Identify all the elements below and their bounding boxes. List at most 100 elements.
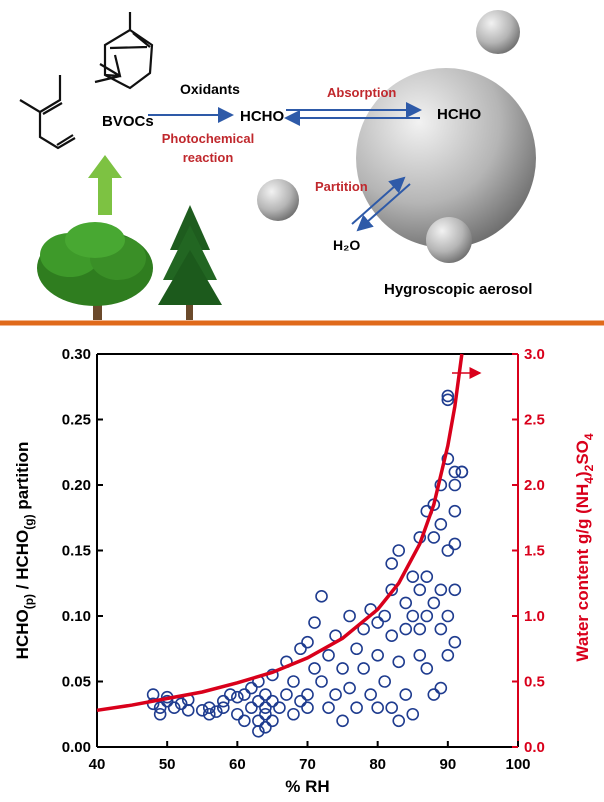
data-point <box>386 702 397 713</box>
data-point <box>449 538 460 549</box>
data-point <box>379 611 390 622</box>
y2-tick-label: 0.0 <box>524 739 545 756</box>
y2-axis-label-part: SO <box>573 440 592 465</box>
hcho-label: HCHO <box>437 106 481 123</box>
small-particle <box>426 217 472 263</box>
data-point <box>435 519 446 530</box>
data-point <box>337 715 348 726</box>
x-tick-label: 70 <box>299 756 316 773</box>
data-point <box>295 643 306 654</box>
data-point <box>372 650 383 661</box>
y-tick-label: 0.25 <box>62 412 91 429</box>
data-point <box>302 637 313 648</box>
oxidants-label: Oxidants <box>180 81 240 97</box>
bvocs-label: BVOCs <box>102 113 154 130</box>
data-point <box>393 545 404 556</box>
data-point <box>239 689 250 700</box>
data-point <box>267 696 278 707</box>
data-point <box>246 683 257 694</box>
data-point <box>435 584 446 595</box>
y2-tick-label: 3.0 <box>524 346 545 363</box>
data-point <box>302 702 313 713</box>
y2-tick-label: 2.0 <box>524 477 545 494</box>
curve <box>97 354 462 710</box>
y2-tick-label: 1.5 <box>524 543 545 560</box>
process-label: Photochemical <box>162 131 254 146</box>
x-tick-label: 90 <box>439 756 456 773</box>
hcho-label: HCHO <box>240 108 284 125</box>
figure: BVOCs Oxidants HCHO Photochemical reacti… <box>0 0 604 802</box>
y2-axis-label: Water content g/g (NH4)2SO4 <box>573 433 596 661</box>
trees <box>37 205 222 320</box>
partition-label: Partition <box>315 179 368 194</box>
data-point <box>421 611 432 622</box>
data-point <box>407 571 418 582</box>
y-tick-label: 0.20 <box>62 477 91 494</box>
y-tick-label: 0.05 <box>62 674 91 691</box>
y-tick-label: 0.15 <box>62 543 91 560</box>
data-point <box>428 597 439 608</box>
y2-tick-label: 1.0 <box>524 608 545 625</box>
y-axis-label-part: HCHO <box>13 609 32 659</box>
diagram: BVOCs Oxidants HCHO Photochemical reacti… <box>20 10 536 320</box>
data-point <box>421 571 432 582</box>
data-point <box>316 591 327 602</box>
data-point <box>449 480 460 491</box>
data-point <box>316 676 327 687</box>
data-point <box>351 702 362 713</box>
data-point <box>302 689 313 700</box>
x-tick-label: 80 <box>369 756 386 773</box>
data-point <box>260 689 271 700</box>
data-point <box>449 637 460 648</box>
data-point <box>232 709 243 720</box>
y-axis-label-part: / HCHO <box>13 530 32 594</box>
data-point <box>330 689 341 700</box>
data-point <box>379 676 390 687</box>
data-point <box>288 709 299 720</box>
process-label: reaction <box>183 150 234 165</box>
y-tick-label: 0.10 <box>62 608 91 625</box>
aerosol-label: Hygroscopic aerosol <box>384 281 532 298</box>
small-particle <box>257 179 299 221</box>
data-point <box>372 617 383 628</box>
data-point <box>407 709 418 720</box>
y-tick-label: 0.00 <box>62 739 91 756</box>
data-point <box>421 663 432 674</box>
data-point <box>288 676 299 687</box>
data-point <box>281 689 292 700</box>
x-tick-label: 50 <box>159 756 176 773</box>
data-point <box>435 683 446 694</box>
data-point <box>400 624 411 635</box>
y2-tick-label: 2.5 <box>524 412 545 429</box>
y-axis-label-part: partition <box>13 442 32 515</box>
y-axis-label: HCHO(p) / HCHO(g) partition <box>13 442 36 660</box>
data-point <box>344 611 355 622</box>
data-point <box>414 624 425 635</box>
x-tick-label: 40 <box>89 756 106 773</box>
data-point <box>309 663 320 674</box>
data-point <box>428 532 439 543</box>
emission-arrow <box>88 155 122 215</box>
data-point <box>386 630 397 641</box>
data-point <box>393 656 404 667</box>
y-axis-label-part: (p) <box>22 594 36 609</box>
data-point <box>414 650 425 661</box>
data-point <box>225 689 236 700</box>
x-axis-label: % RH <box>285 777 329 796</box>
data-point <box>435 624 446 635</box>
data-point <box>442 545 453 556</box>
data-point <box>442 611 453 622</box>
data-point <box>393 715 404 726</box>
data-point <box>260 702 271 713</box>
data-point <box>456 466 467 477</box>
data-point <box>253 696 264 707</box>
data-point <box>372 702 383 713</box>
y2-tick-label: 0.5 <box>524 674 545 691</box>
data-point <box>183 705 194 716</box>
data-point <box>400 597 411 608</box>
data-point <box>337 663 348 674</box>
data-point <box>358 663 369 674</box>
data-point <box>295 696 306 707</box>
data-point <box>400 689 411 700</box>
data-point <box>414 584 425 595</box>
